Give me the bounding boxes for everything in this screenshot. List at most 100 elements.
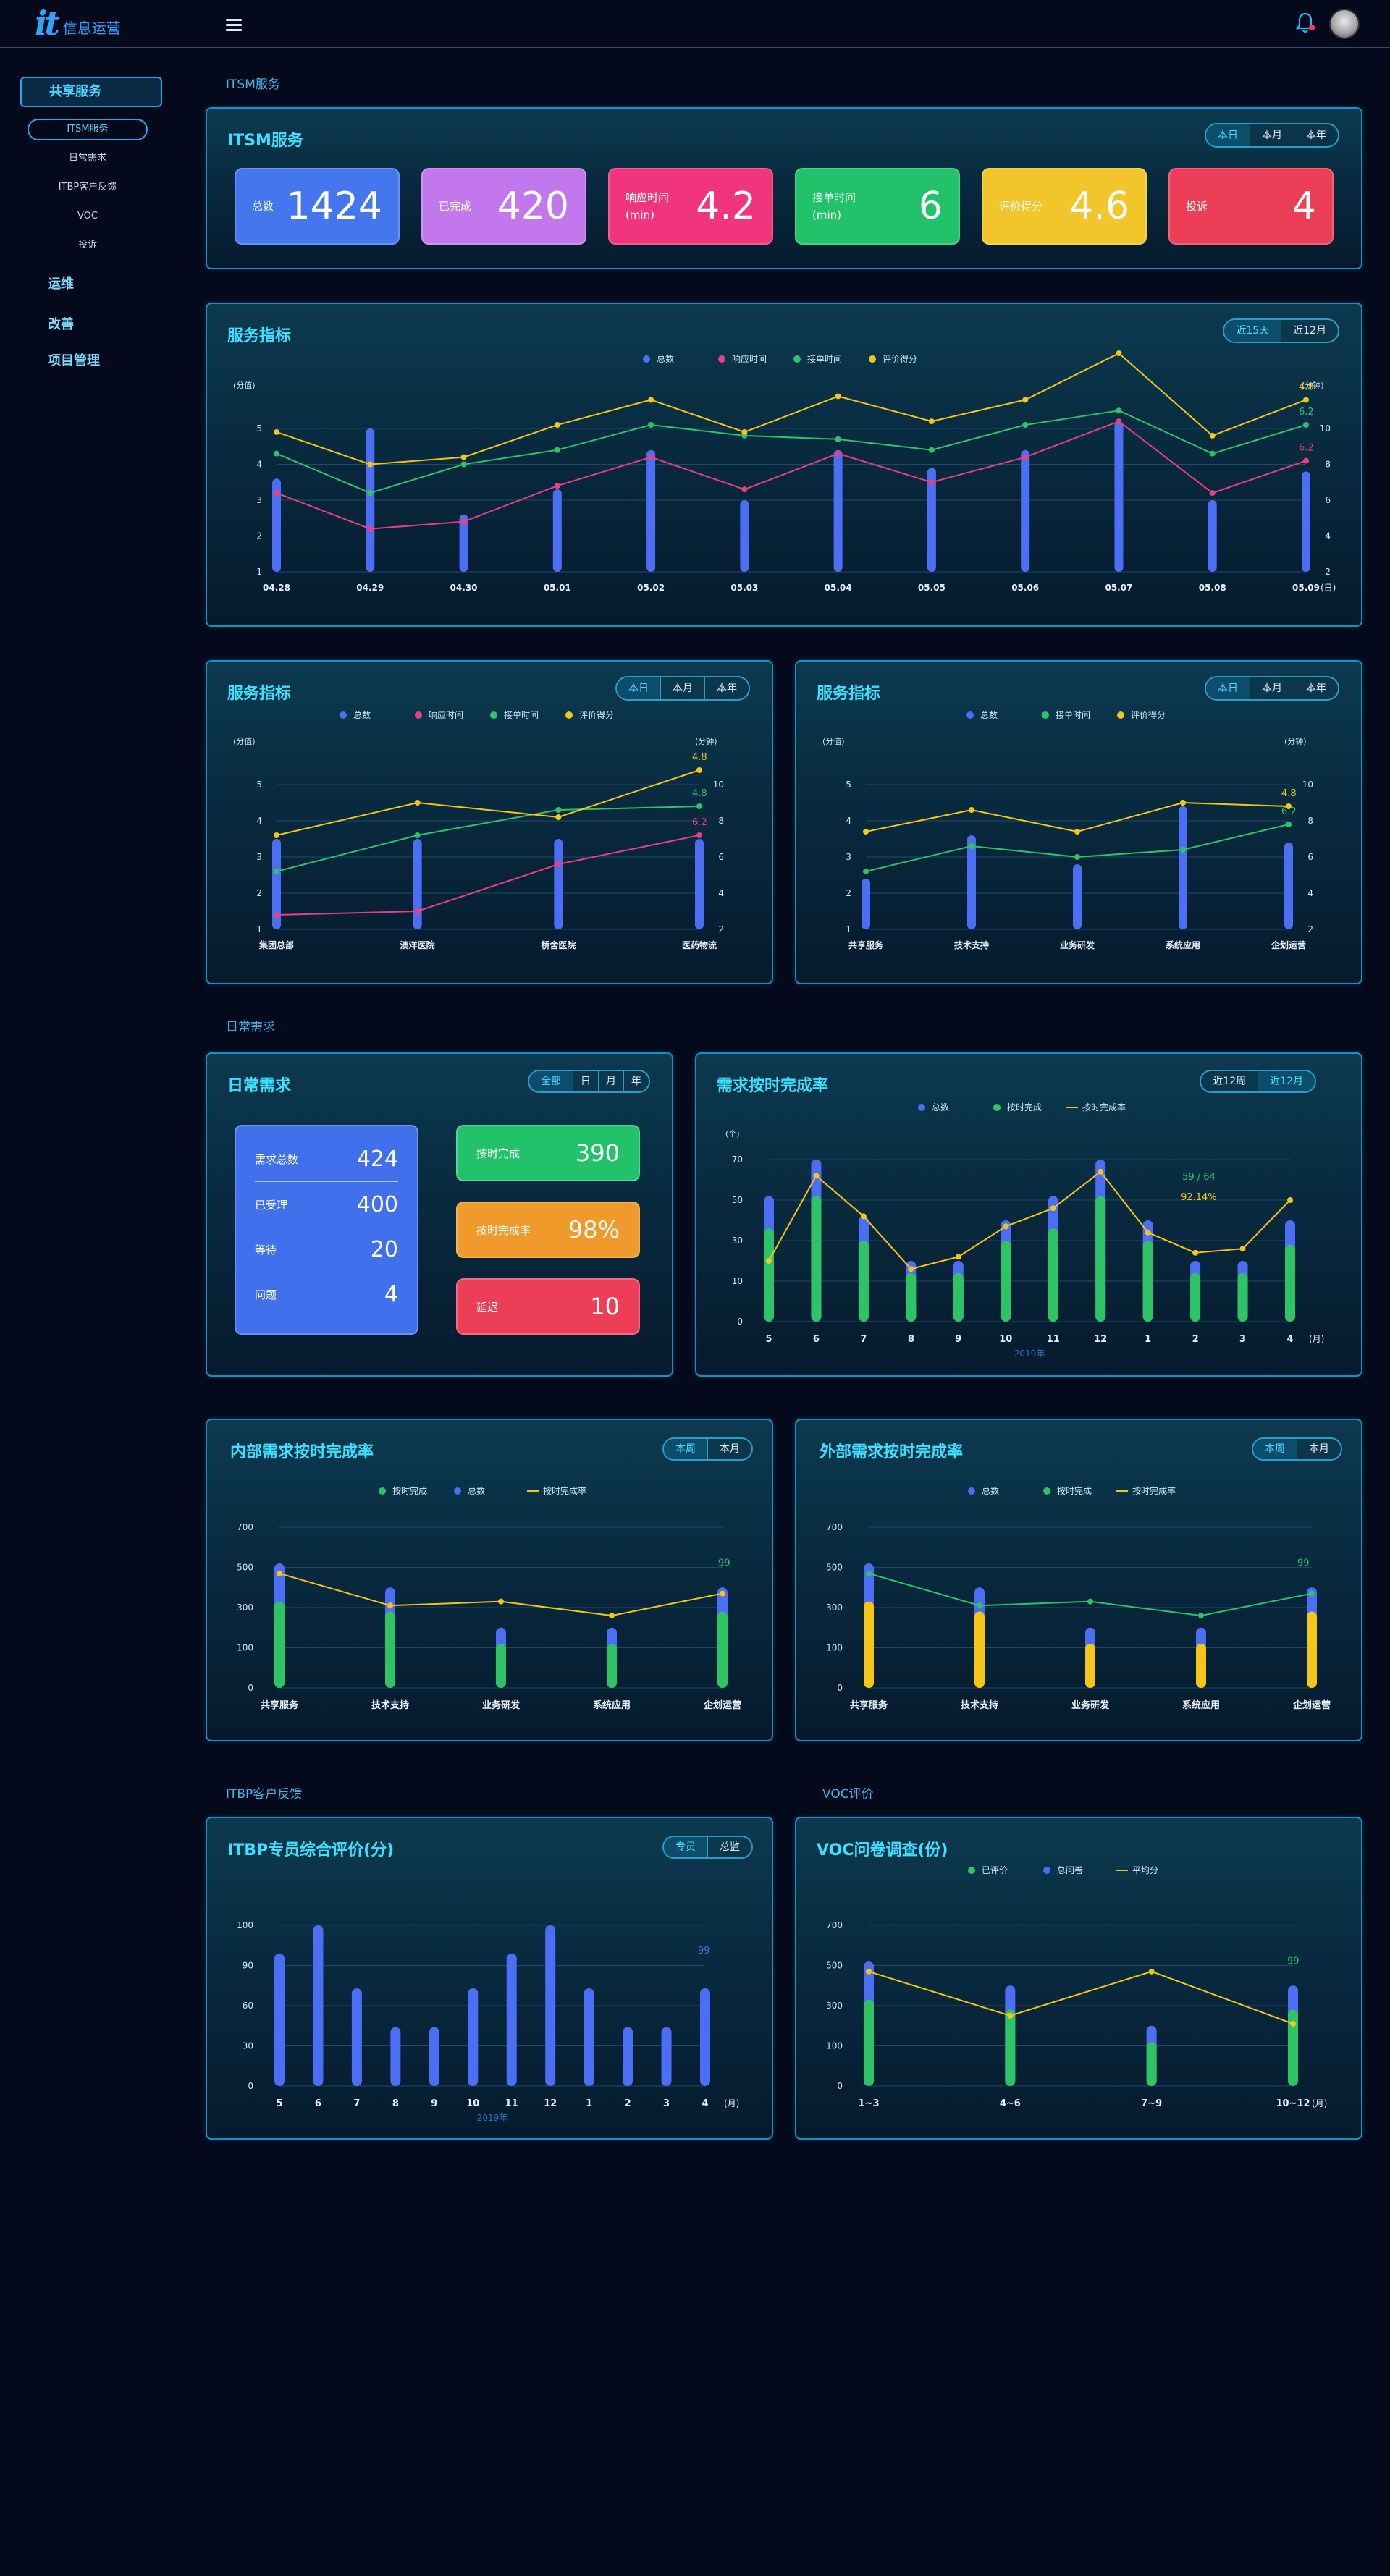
tab-director[interactable]: 总监	[707, 1837, 751, 1857]
series-line-接单时间	[276, 806, 700, 872]
tab-12-months[interactable]: 近12月	[1281, 320, 1338, 342]
tab-week[interactable]: 本周	[1253, 1439, 1297, 1459]
kpi-total[interactable]: 总数 1424	[235, 168, 400, 245]
tab-year[interactable]: 本年	[704, 677, 749, 699]
sidebar-sub-complaint[interactable]: 投诉	[77, 240, 97, 250]
tab-specialist[interactable]: 专员	[664, 1837, 707, 1857]
y-tick-label: 50	[732, 1195, 743, 1205]
logo[interactable]: it 信息运营	[35, 7, 121, 40]
sidebar-item-ops[interactable]: 运维	[48, 276, 74, 292]
series-point	[908, 1266, 914, 1272]
tab-day[interactable]: 日	[573, 1071, 598, 1091]
series-point	[277, 1570, 282, 1576]
series-point	[609, 1613, 615, 1619]
tab-month[interactable]: 本月	[1250, 124, 1294, 146]
series-point	[460, 454, 467, 460]
bar-按时完成	[906, 1272, 917, 1322]
bar-已评价	[1146, 2041, 1157, 2086]
tab-today[interactable]: 本日	[1206, 124, 1250, 146]
bell-icon[interactable]	[1293, 10, 1318, 35]
row-label: 问题	[255, 1288, 277, 1301]
bar-total	[366, 428, 375, 572]
y-tick-label: 100	[826, 2041, 843, 2051]
x-tick-label: 企划运营	[703, 1699, 741, 1711]
tab-month[interactable]: 月	[598, 1071, 623, 1091]
tab-12-weeks[interactable]: 近12周	[1213, 1076, 1247, 1087]
tab-15-days[interactable]: 近15天	[1224, 320, 1281, 342]
card-label: 按时完成率	[476, 1223, 531, 1237]
series-point	[414, 800, 421, 806]
row-label: 需求总数	[255, 1152, 299, 1166]
bar-评价	[274, 1953, 285, 2086]
bar-total	[552, 489, 562, 572]
tab-year[interactable]: 年	[623, 1071, 649, 1091]
series-point	[813, 1173, 820, 1179]
kpi-rating[interactable]: 评价得分 4.6	[982, 168, 1147, 245]
series-point	[1192, 1249, 1199, 1256]
tab-month[interactable]: 本月	[1297, 1439, 1341, 1459]
kpi-completed[interactable]: 已完成 420	[421, 168, 586, 245]
sidebar-sub-voc[interactable]: VOC	[77, 211, 98, 221]
x-tick-label: 企划运营	[1271, 939, 1306, 950]
tab-year[interactable]: 本年	[1294, 124, 1338, 146]
kpi-complaints[interactable]: 投诉 4	[1168, 168, 1334, 245]
itsm-panel-title: ITSM服务	[227, 132, 303, 150]
sidebar-sub-itsm[interactable]: ITSM服务	[28, 119, 148, 140]
user-avatar[interactable]	[1329, 9, 1360, 39]
external-demand-title: 外部需求按时完成率	[820, 1443, 964, 1461]
sidebar-sub-itbp[interactable]: ITBP客户反馈	[58, 182, 117, 193]
series-point	[720, 1590, 725, 1597]
tab-year[interactable]: 本年	[1294, 677, 1338, 699]
x-tick-label: 技术支持	[961, 1699, 998, 1711]
series-line-评价得分	[276, 769, 700, 836]
sidebar: 共享服务 ITSM服务 日常需求 ITBP客户反馈 VOC 投诉 运维 改善 项…	[0, 48, 182, 2576]
y-tick-label: 0	[737, 1317, 743, 1327]
bar-评价	[351, 1988, 362, 2086]
service-metrics-title: 服务指标	[227, 327, 292, 345]
sidebar-item-project[interactable]: 项目管理	[48, 353, 100, 368]
sidebar-group-shared-services[interactable]: 共享服务	[20, 77, 162, 107]
menu-icon[interactable]	[226, 19, 242, 32]
series-line-平均分	[868, 1970, 1294, 2024]
y-axis-label: (分值)	[233, 737, 256, 746]
x-tick-label: 7	[353, 2098, 360, 2109]
tab-today[interactable]: 本日	[1206, 677, 1250, 699]
section-title-itbp: ITBP客户反馈	[226, 1787, 303, 1802]
card-on-time-rate[interactable]: 按时完成率 98%	[456, 1202, 640, 1258]
voc-panel: VOC问卷调查(份) 0 100 300 500 700 1~3 4~6 7~9 10~12 (月…	[795, 1817, 1362, 2140]
card-delayed[interactable]: 延迟 10	[456, 1278, 640, 1335]
series-point	[1286, 803, 1292, 809]
tab-month[interactable]: 本月	[1250, 677, 1294, 699]
series-line-评价得分	[276, 352, 1307, 465]
card-on-time[interactable]: 按时完成 390	[456, 1125, 640, 1181]
tab-month[interactable]: 本月	[660, 677, 704, 699]
demand-issue-row: 问题 4	[255, 1272, 398, 1317]
kpi-accept-time[interactable]: 接单时间(min) 6	[795, 168, 960, 245]
series-point	[1145, 1229, 1151, 1236]
sidebar-sub-daily[interactable]: 日常需求	[68, 153, 106, 164]
tab-today[interactable]: 本日	[617, 677, 660, 699]
series-point	[1007, 2012, 1014, 2019]
service-metrics-dept-panel: 服务指标 本日 本月 本年 1 2 2 4 3 6 4 8 5 10 (分值) (分钟) 共享服务 技术支…	[795, 660, 1362, 984]
x-tick-label: 集团总部	[258, 939, 294, 950]
kpi-response-time[interactable]: 响应时间(min) 4.2	[608, 168, 773, 245]
series-point	[1087, 1598, 1093, 1605]
bar-评价	[313, 1925, 324, 2086]
x-tick-label: 业务研发	[482, 1699, 521, 1711]
bar-按时完成	[1085, 1643, 1095, 1688]
y2-axis-label: (分钟)	[695, 736, 717, 746]
row-label: 等待	[255, 1243, 277, 1257]
tab-month[interactable]: 本月	[707, 1439, 751, 1459]
legend-swatch	[415, 711, 422, 719]
bar-评价	[623, 2027, 633, 2086]
tab-week[interactable]: 本周	[664, 1439, 707, 1459]
tab-all[interactable]: 全部	[529, 1071, 573, 1091]
card-value: 10	[590, 1293, 620, 1320]
series-point	[928, 479, 935, 486]
series-point	[835, 450, 841, 457]
sidebar-item-improve[interactable]: 改善	[48, 317, 74, 332]
tab-12-months[interactable]: 近12月	[1258, 1071, 1315, 1091]
row-value: 424	[356, 1146, 398, 1172]
bar-按时完成	[953, 1272, 964, 1322]
x-tick-label: 技术支持	[954, 939, 989, 950]
